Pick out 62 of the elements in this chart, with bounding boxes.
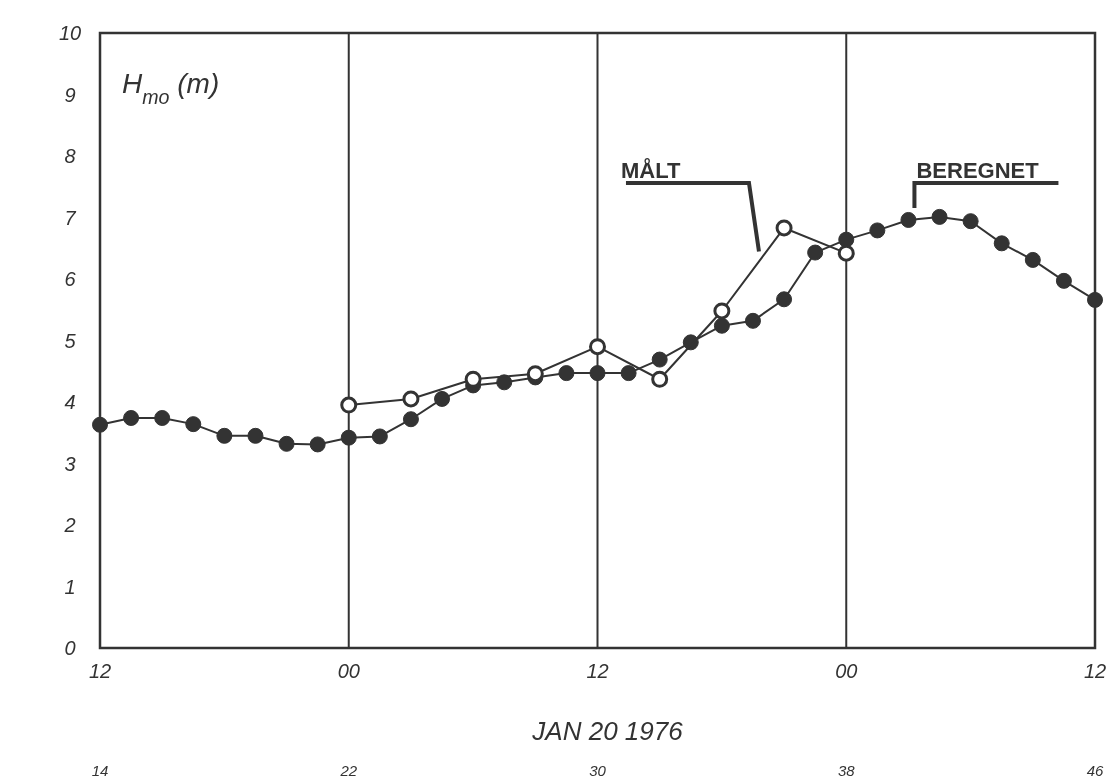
point bbox=[278, 435, 295, 452]
y-tick-label: 6 bbox=[64, 268, 77, 290]
point bbox=[154, 409, 171, 426]
point bbox=[838, 231, 855, 248]
point bbox=[185, 416, 202, 433]
point bbox=[371, 428, 388, 445]
x2-tick-label: 22 bbox=[339, 762, 358, 779]
point bbox=[402, 390, 420, 408]
y-tick-label: 5 bbox=[64, 329, 77, 352]
y-tick-label: 7 bbox=[64, 206, 77, 229]
x-tick-label: 12 bbox=[1083, 660, 1107, 682]
x2-tick-label: 38 bbox=[837, 762, 856, 779]
point bbox=[651, 351, 668, 368]
point bbox=[434, 390, 451, 407]
point bbox=[744, 312, 761, 329]
point bbox=[123, 409, 140, 426]
y-tick-label: 0 bbox=[64, 637, 76, 659]
point bbox=[1055, 272, 1072, 289]
point bbox=[340, 429, 357, 446]
point bbox=[92, 416, 108, 433]
point bbox=[216, 427, 233, 444]
y-tick-label: 3 bbox=[64, 452, 76, 475]
point bbox=[713, 302, 731, 320]
point bbox=[558, 365, 575, 382]
y-axis-title: H$_{mo}$ (m) bbox=[122, 68, 220, 108]
point bbox=[962, 213, 979, 230]
x-axis-title: JAN 20 1976 bbox=[531, 716, 684, 746]
y-tick-label: 9 bbox=[64, 83, 76, 106]
y-tick-label: 4 bbox=[64, 391, 76, 413]
point bbox=[869, 222, 886, 239]
x2-tick-label: 14 bbox=[91, 762, 109, 779]
point bbox=[309, 436, 326, 453]
x-tick-label: 00 bbox=[835, 660, 858, 682]
point bbox=[837, 244, 855, 262]
x-tick-label: 12 bbox=[586, 660, 609, 682]
point bbox=[340, 396, 358, 414]
y-tick-label: 10 bbox=[58, 22, 82, 44]
x-tick-label: 12 bbox=[88, 660, 112, 682]
x2-tick-label: 30 bbox=[589, 762, 607, 779]
point bbox=[620, 365, 637, 382]
point bbox=[1087, 291, 1103, 308]
text: MÅLT bbox=[620, 157, 681, 183]
y-tick-label: 2 bbox=[63, 514, 76, 536]
point bbox=[993, 235, 1010, 252]
point bbox=[713, 317, 730, 334]
point bbox=[589, 338, 606, 356]
point bbox=[651, 370, 669, 388]
point bbox=[776, 291, 793, 308]
x2-tick-label: 46 bbox=[1086, 762, 1104, 779]
point bbox=[807, 244, 824, 261]
y-tick-label: 8 bbox=[64, 145, 76, 167]
x-tick-label: 00 bbox=[337, 660, 360, 682]
point bbox=[589, 365, 606, 382]
y-tick-label: 1 bbox=[64, 575, 76, 598]
point bbox=[402, 411, 419, 428]
point bbox=[775, 219, 793, 237]
point bbox=[1024, 251, 1041, 268]
point bbox=[931, 208, 948, 225]
series-label: BEREGNET bbox=[916, 158, 1040, 183]
point bbox=[247, 427, 264, 444]
point bbox=[900, 211, 917, 228]
point bbox=[496, 374, 513, 391]
